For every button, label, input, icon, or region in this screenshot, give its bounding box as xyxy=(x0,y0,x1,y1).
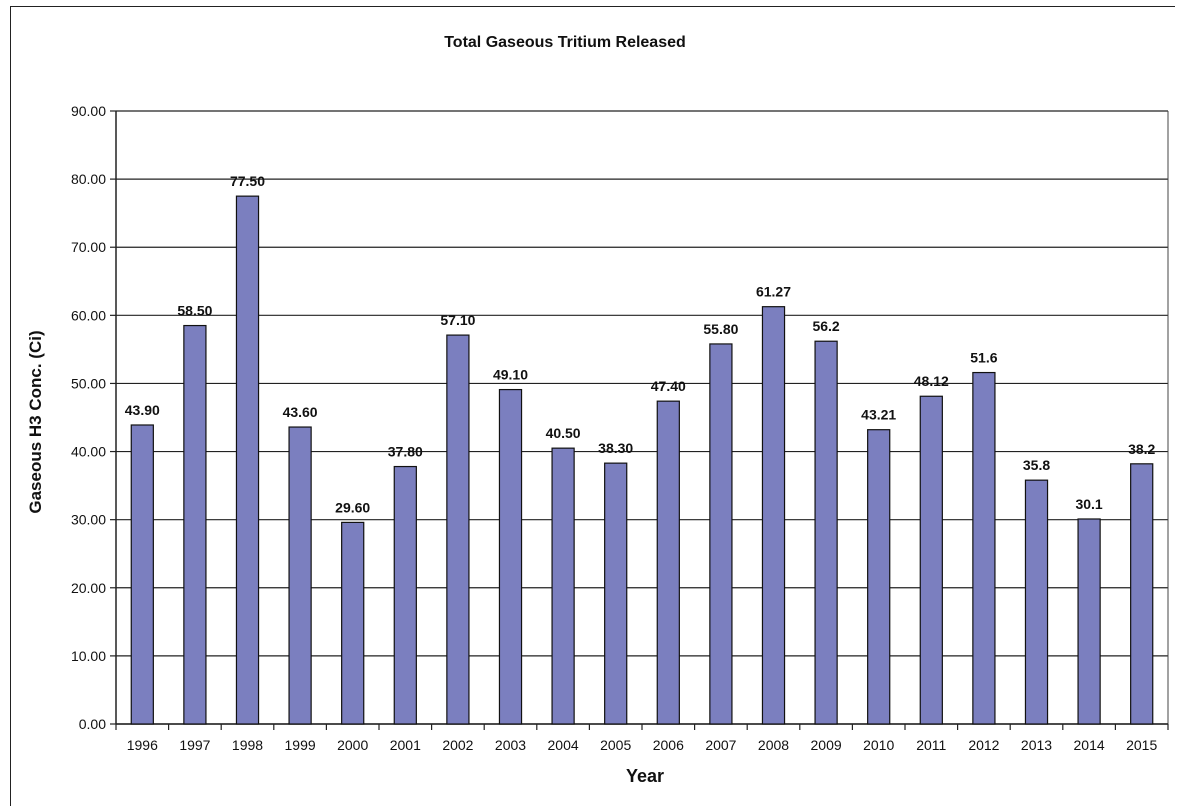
data-label: 49.10 xyxy=(493,367,528,383)
y-tick-label: 10.00 xyxy=(71,648,106,664)
data-label: 55.80 xyxy=(703,321,738,337)
data-label: 43.21 xyxy=(861,407,896,423)
data-label: 61.27 xyxy=(756,284,791,300)
bar xyxy=(656,400,680,725)
x-tick-label: 2012 xyxy=(968,737,999,753)
x-tick-label: 2004 xyxy=(548,737,579,753)
data-label: 35.8 xyxy=(1023,457,1050,473)
x-tick-label: 1997 xyxy=(179,737,210,753)
data-label: 40.50 xyxy=(546,425,581,441)
chart-frame xyxy=(10,6,1175,806)
y-tick-label: 30.00 xyxy=(71,512,106,528)
bar xyxy=(867,429,891,725)
bar xyxy=(709,343,733,725)
gridlines xyxy=(116,110,1168,725)
data-label: 77.50 xyxy=(230,173,265,189)
axes xyxy=(110,110,1169,730)
bar xyxy=(972,371,996,725)
x-tick-label: 2011 xyxy=(916,737,946,753)
y-tick-label: 20.00 xyxy=(71,580,106,596)
bar xyxy=(130,424,154,725)
x-tick-label: 1998 xyxy=(232,737,263,753)
data-label: 43.60 xyxy=(283,404,318,420)
data-label: 51.6 xyxy=(970,350,997,366)
x-tick-label: 2000 xyxy=(337,737,368,753)
bar xyxy=(1130,463,1154,725)
x-tick-label: 2001 xyxy=(390,737,421,753)
x-tick-label: 2013 xyxy=(1021,737,1052,753)
x-tick-label: 2002 xyxy=(442,737,473,753)
bar xyxy=(288,426,312,725)
y-tick-label: 80.00 xyxy=(71,171,106,187)
x-tick-label: 1999 xyxy=(285,737,316,753)
bar xyxy=(446,334,470,725)
data-labels: 43.90 58.50 77.50 43.60 29.60 37.80 57.10 49.10… xyxy=(125,173,1156,515)
x-tick-label: 2010 xyxy=(863,737,894,753)
x-tick-label: 2015 xyxy=(1126,737,1157,753)
y-tick-label: 40.00 xyxy=(71,444,106,460)
data-label: 57.10 xyxy=(440,312,475,328)
x-tick-label: 1996 xyxy=(127,737,158,753)
chart-title: Total Gaseous Tritium Released xyxy=(444,34,686,51)
x-tick-label: 2005 xyxy=(600,737,631,753)
bar xyxy=(183,324,207,725)
bar xyxy=(814,340,838,725)
y-tick-label: 60.00 xyxy=(71,307,106,323)
data-label: 38.30 xyxy=(598,440,633,456)
y-tick-label: 0.00 xyxy=(79,716,106,732)
x-tick-label: 2014 xyxy=(1074,737,1105,753)
tick-labels: 0.00 10.00 20.00 30.00 40.00 50.00 60.00 70.00 8… xyxy=(71,103,1158,753)
data-label: 29.60 xyxy=(335,499,370,515)
bar xyxy=(235,195,260,725)
data-label: 43.90 xyxy=(125,402,160,418)
x-tick-label: 2009 xyxy=(811,737,842,753)
bar xyxy=(393,465,417,725)
x-tick-label: 2006 xyxy=(653,737,684,753)
data-label: 56.2 xyxy=(812,318,839,334)
bar xyxy=(551,447,575,725)
data-label: 47.40 xyxy=(651,378,686,394)
y-tick-label: 70.00 xyxy=(71,239,106,255)
data-label: 37.80 xyxy=(388,444,423,460)
x-axis-label: Year xyxy=(625,766,665,786)
y-tick-label: 90.00 xyxy=(71,103,106,119)
bar xyxy=(1024,479,1049,725)
x-tick-label: 2007 xyxy=(705,737,736,753)
data-label: 38.2 xyxy=(1128,441,1155,457)
bar xyxy=(498,388,523,725)
bar xyxy=(761,306,786,725)
bar xyxy=(604,462,628,725)
bar xyxy=(1077,518,1101,725)
y-tick-label: 50.00 xyxy=(71,375,106,391)
x-tick-label: 2003 xyxy=(495,737,526,753)
bar xyxy=(919,395,943,725)
bars xyxy=(130,195,1154,725)
data-label: 48.12 xyxy=(914,373,949,389)
x-tick-label: 2008 xyxy=(758,737,789,753)
data-label: 58.50 xyxy=(177,303,212,319)
data-label: 30.1 xyxy=(1075,496,1102,512)
bar xyxy=(341,521,365,725)
